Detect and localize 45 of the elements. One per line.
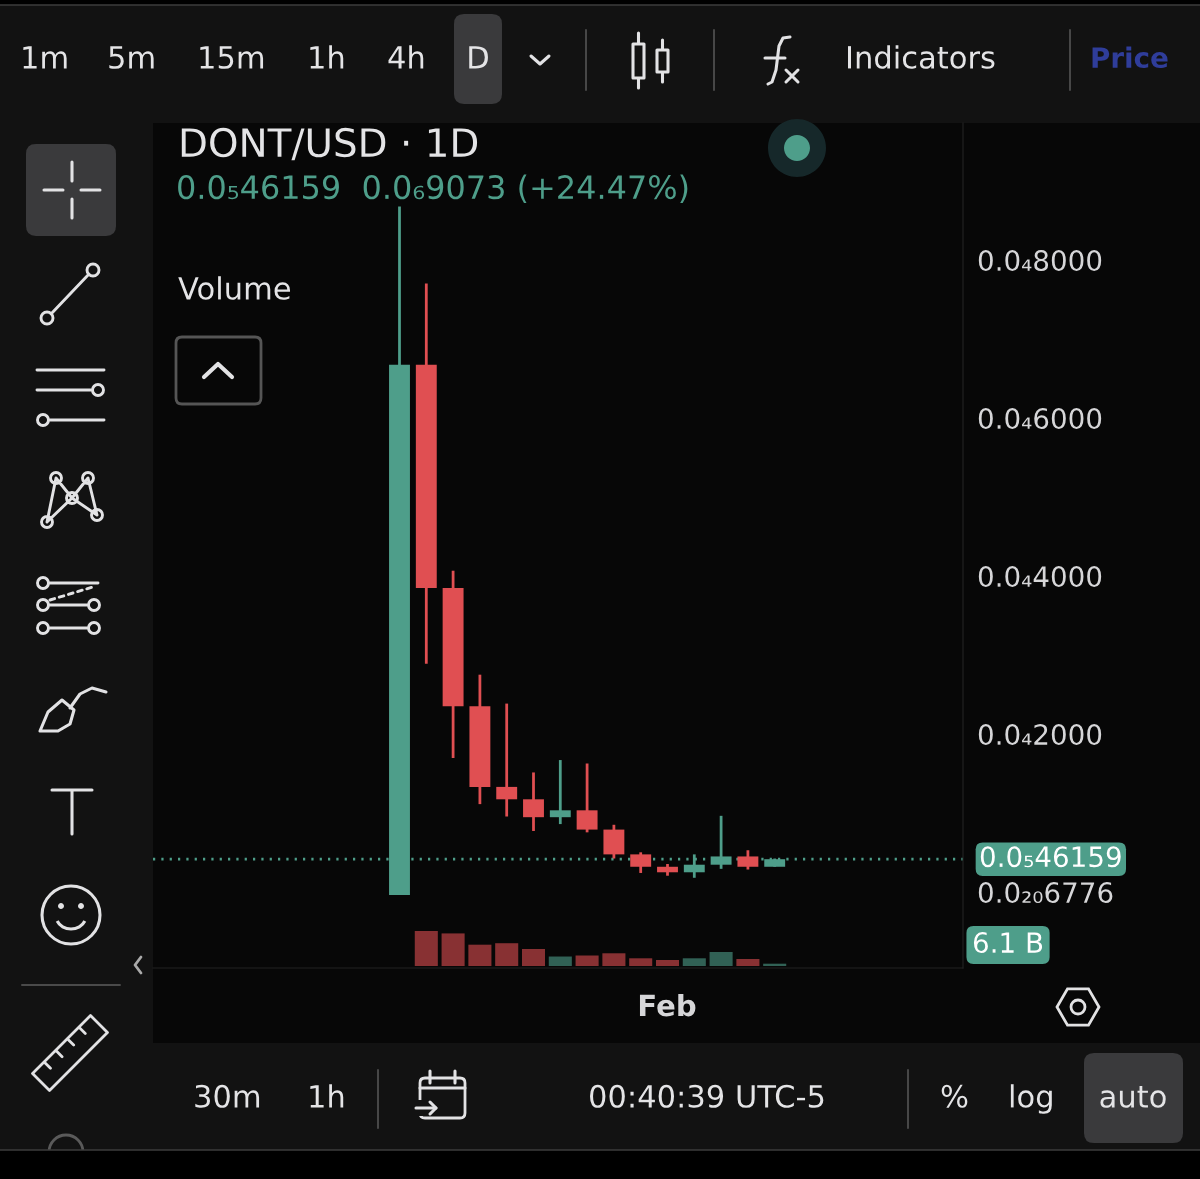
candlestick bbox=[496, 702, 518, 818]
bar bbox=[655, 960, 680, 966]
text: 6.1 B bbox=[973, 932, 1043, 954]
text: % bbox=[941, 1084, 968, 1108]
candlestick bbox=[710, 814, 732, 871]
text: auto bbox=[1100, 1085, 1166, 1108]
text: 1m bbox=[23, 46, 67, 69]
text: Feb bbox=[639, 993, 696, 1017]
text: 5m bbox=[109, 46, 154, 69]
text: D bbox=[469, 46, 488, 69]
text: 00:40:39 UTC-5 bbox=[590, 1084, 824, 1108]
candlestick bbox=[630, 850, 652, 875]
bar bbox=[468, 944, 492, 966]
candlestick bbox=[737, 848, 759, 871]
text: log bbox=[1010, 1084, 1052, 1114]
chart-subtitle: 0.0₅46159 0.0₆9073 (+24.47%) bbox=[178, 174, 688, 204]
text: Price bbox=[1092, 46, 1168, 69]
candlestick bbox=[576, 762, 598, 834]
chart-title: DONT/USD · 1D bbox=[181, 127, 478, 161]
text: 4h bbox=[388, 45, 424, 69]
bar bbox=[602, 953, 626, 966]
text: 0.0₂₀6776 bbox=[978, 882, 1113, 904]
bar bbox=[736, 959, 760, 966]
text: 0.0₄2000 bbox=[978, 724, 1102, 746]
text: 0.0₄6000 bbox=[978, 408, 1102, 430]
bar bbox=[629, 958, 653, 966]
bar bbox=[441, 933, 465, 966]
ref-line-label: 0.0₅46159 bbox=[980, 846, 1121, 868]
text: 0.0₄8000 bbox=[978, 250, 1102, 272]
bar bbox=[575, 955, 599, 966]
candlestick bbox=[549, 758, 571, 826]
text: 0.0₄4000 bbox=[978, 566, 1102, 588]
bar bbox=[495, 943, 519, 966]
text: Indicators bbox=[848, 45, 995, 69]
bar bbox=[709, 952, 733, 966]
bar bbox=[414, 931, 438, 966]
bar bbox=[548, 956, 572, 966]
bar bbox=[682, 958, 706, 966]
text: 30m bbox=[195, 1084, 260, 1108]
chart-title: Volume bbox=[178, 276, 291, 300]
bar bbox=[521, 948, 546, 966]
text: 15m bbox=[200, 46, 264, 69]
candlestick bbox=[523, 771, 544, 833]
text: 1h bbox=[310, 45, 344, 69]
text: 1h bbox=[310, 1084, 344, 1108]
